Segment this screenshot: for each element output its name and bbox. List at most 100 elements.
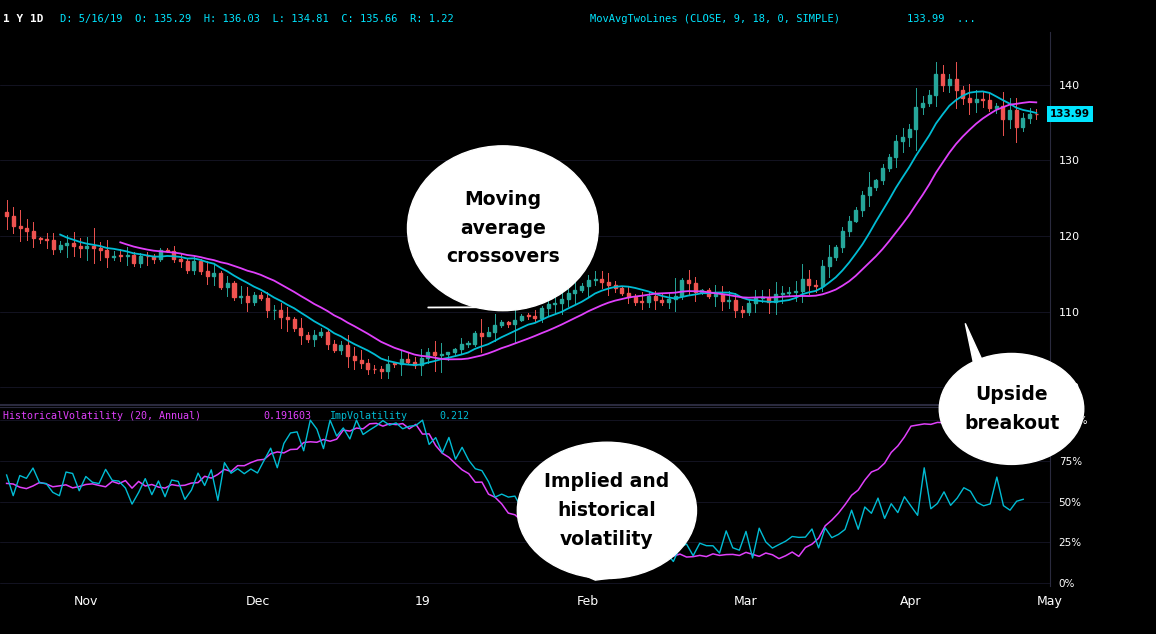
Bar: [754, 298, 757, 303]
Bar: [720, 294, 724, 301]
Bar: [246, 295, 249, 302]
Bar: [807, 279, 810, 285]
Bar: [561, 299, 563, 303]
Bar: [79, 246, 82, 248]
Bar: [895, 141, 897, 157]
Bar: [621, 288, 623, 293]
Bar: [1008, 110, 1012, 119]
Bar: [854, 210, 858, 221]
Bar: [206, 271, 209, 276]
Bar: [473, 333, 476, 344]
Bar: [239, 295, 243, 297]
Bar: [593, 279, 596, 280]
Bar: [828, 257, 830, 266]
Bar: [446, 353, 450, 354]
Bar: [988, 100, 991, 108]
Bar: [52, 240, 55, 249]
Bar: [38, 238, 42, 239]
Bar: [86, 246, 88, 248]
Bar: [32, 231, 35, 238]
Bar: [1001, 107, 1005, 119]
Bar: [480, 333, 483, 335]
Bar: [139, 256, 142, 263]
Bar: [667, 299, 670, 302]
Bar: [346, 346, 349, 356]
Bar: [881, 167, 884, 181]
Bar: [487, 332, 489, 335]
Bar: [573, 290, 577, 293]
Bar: [160, 250, 162, 259]
Bar: [600, 279, 603, 282]
Bar: [633, 297, 637, 302]
Bar: [66, 243, 68, 245]
Text: Moving
average
crossovers: Moving average crossovers: [446, 190, 560, 266]
Bar: [259, 295, 262, 298]
Text: 133.99  ...: 133.99 ...: [907, 14, 976, 24]
Bar: [607, 282, 610, 285]
Bar: [674, 296, 676, 299]
Bar: [434, 352, 436, 355]
Bar: [840, 231, 844, 247]
Bar: [453, 349, 457, 353]
Bar: [353, 356, 356, 360]
Bar: [439, 354, 443, 355]
Text: 0.191603: 0.191603: [264, 411, 312, 421]
Bar: [747, 303, 750, 313]
Text: ImpVolatility: ImpVolatility: [329, 411, 407, 421]
Bar: [780, 292, 784, 294]
Bar: [192, 261, 195, 270]
Bar: [252, 295, 255, 302]
Bar: [45, 239, 49, 240]
Bar: [165, 250, 169, 252]
Bar: [413, 362, 416, 365]
Bar: [768, 297, 770, 302]
Bar: [901, 137, 904, 141]
Bar: [306, 335, 309, 339]
Text: HistoricalVolatility (20, Annual): HistoricalVolatility (20, Annual): [3, 411, 201, 421]
Bar: [340, 346, 342, 351]
Bar: [934, 74, 938, 95]
Bar: [333, 344, 335, 351]
Bar: [72, 243, 75, 246]
Bar: [112, 256, 116, 257]
Bar: [153, 256, 155, 259]
Bar: [220, 273, 222, 287]
Bar: [627, 293, 630, 297]
Bar: [280, 309, 282, 318]
Bar: [694, 283, 697, 292]
Bar: [794, 290, 798, 292]
Bar: [513, 320, 517, 324]
Bar: [420, 358, 423, 365]
Bar: [319, 332, 323, 335]
Bar: [533, 316, 536, 318]
Bar: [506, 321, 510, 324]
Bar: [186, 261, 188, 270]
Bar: [587, 280, 590, 287]
Bar: [386, 364, 390, 371]
Bar: [313, 335, 316, 339]
Bar: [25, 228, 28, 231]
Bar: [1022, 118, 1024, 127]
Bar: [427, 352, 429, 358]
Bar: [540, 307, 543, 318]
Bar: [948, 79, 951, 86]
Bar: [775, 294, 777, 302]
Bar: [614, 285, 616, 288]
Bar: [460, 344, 462, 349]
Bar: [286, 318, 289, 319]
Bar: [225, 283, 229, 287]
Bar: [18, 226, 22, 228]
Text: D: 5/16/19  O: 135.29  H: 136.03  L: 134.81  C: 135.66  R: 1.22: D: 5/16/19 O: 135.29 H: 136.03 L: 134.81…: [60, 14, 454, 24]
Text: 0.212: 0.212: [439, 411, 469, 421]
Bar: [547, 304, 550, 307]
Bar: [647, 296, 650, 302]
Bar: [199, 261, 202, 271]
Bar: [868, 187, 870, 195]
Bar: [681, 280, 683, 296]
Bar: [59, 245, 61, 249]
Bar: [814, 285, 817, 286]
Bar: [580, 287, 583, 290]
Bar: [1028, 114, 1031, 118]
Bar: [741, 309, 743, 313]
Bar: [874, 181, 877, 187]
